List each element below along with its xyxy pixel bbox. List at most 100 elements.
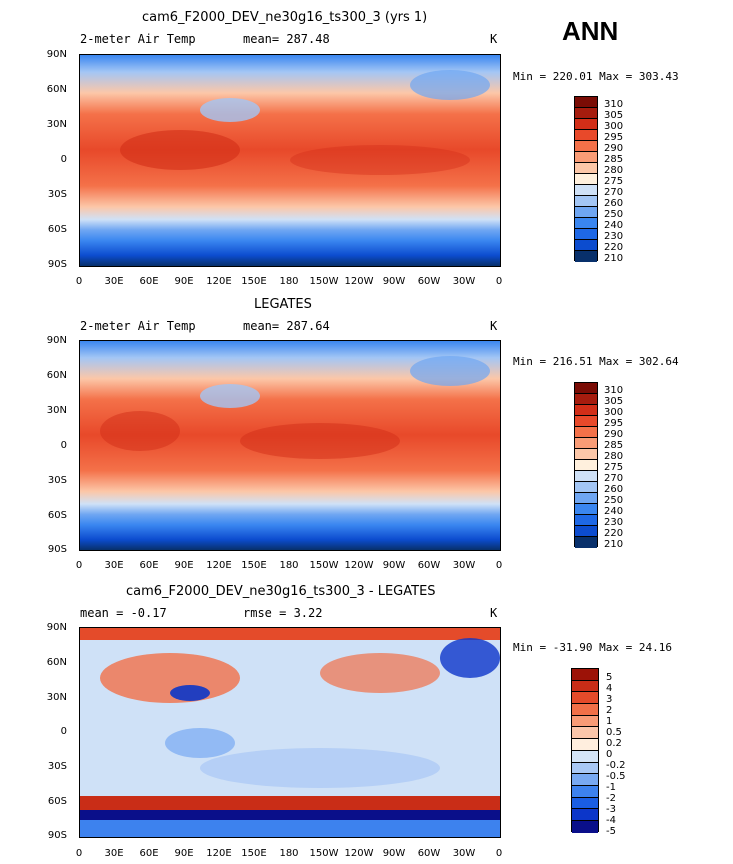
panel-3-title: cam6_F2000_DEV_ne30g16_ts300_3 - LEGATES [126, 584, 436, 599]
panel-3-lat-label: 60S [47, 796, 67, 807]
panel-3-units: K [490, 606, 498, 620]
colorbar-cell [572, 750, 598, 763]
panel-3-colorbar-label: -2 [606, 793, 616, 804]
colorbar-cell [575, 427, 597, 438]
panel-2-colorbar-label: 285 [604, 440, 624, 451]
panel-2-title: LEGATES [254, 297, 312, 312]
colorbar-cell [575, 97, 597, 108]
panel-1-lat-label: 60N [46, 84, 67, 95]
panel-1-lon-label: 0 [495, 276, 503, 287]
panel-2-map-field [80, 341, 500, 550]
panel-3-colorbar-label: 4 [606, 683, 613, 694]
panel-3-rmse: rmse = 3.22 [243, 606, 323, 620]
panel-2-colorbar-label: 295 [604, 418, 624, 429]
panel-2-lat-label: 0 [60, 440, 67, 451]
panel-2-field-label: 2-meter Air Temp [80, 319, 196, 333]
panel-2-colorbar-label: 310 [604, 385, 624, 396]
colorbar-cell [572, 680, 598, 693]
panel-1-map-field [80, 55, 500, 266]
panel-1-map [79, 54, 501, 267]
panel-3-colorbar [571, 668, 599, 833]
panel-1-lon-label: 150E [241, 276, 267, 287]
panel-3-lon-label: 0 [495, 848, 503, 859]
panel-1-lon-label: 120W [344, 276, 374, 287]
panel-2-colorbar-label: 270 [604, 473, 624, 484]
panel-2-colorbar-label: 220 [604, 528, 624, 539]
panel-3-lon-label: 90W [382, 848, 406, 859]
panel-3-lat-label: 0 [60, 726, 67, 737]
colorbar-cell [575, 460, 597, 471]
colorbar-cell [575, 504, 597, 515]
panel-3-lon-label: 90E [174, 848, 194, 859]
panel-2-lat-label: 90N [46, 335, 67, 346]
colorbar-cell [575, 196, 597, 207]
panel-1-lon-label: 180 [279, 276, 299, 287]
colorbar-cell [575, 526, 597, 537]
panel-2-lon-label: 30E [104, 560, 124, 571]
panel-1-units: K [490, 32, 498, 46]
panel-1-lon-label: 150W [309, 276, 339, 287]
panel-1-lat-label: 90S [47, 259, 67, 270]
panel-1-colorbar-label: 240 [604, 220, 624, 231]
panel-1-field-label: 2-meter Air Temp [80, 32, 196, 46]
panel-3-colorbar-label: 3 [606, 694, 613, 705]
colorbar-cell [575, 515, 597, 526]
panel-3-colorbar-label: 2 [606, 705, 613, 716]
panel-3-lon-label: 30E [104, 848, 124, 859]
colorbar-cell [572, 774, 598, 786]
panel-1-colorbar-label: 295 [604, 132, 624, 143]
colorbar-cell [575, 449, 597, 460]
panel-3-colorbar-label: -0.5 [606, 771, 626, 782]
panel-3-map-field [80, 628, 500, 837]
panel-3-lon-label: 180 [279, 848, 299, 859]
panel-3-minmax: Min = -31.90 Max = 24.16 [513, 641, 672, 654]
panel-2-lat-label: 30S [47, 475, 67, 486]
colorbar-cell [572, 704, 598, 716]
panel-3-lon-label: 120W [344, 848, 374, 859]
panel-2-lon-label: 0 [75, 560, 83, 571]
panel-2-lon-label: 120E [206, 560, 232, 571]
panel-3-colorbar-label: -1 [606, 782, 616, 793]
colorbar-cell [575, 416, 597, 427]
panel-3-lon-label: 150W [309, 848, 339, 859]
panel-3-colorbar-label: 1 [606, 716, 613, 727]
colorbar-cell [575, 493, 597, 504]
panel-1-colorbar-label: 250 [604, 209, 624, 220]
panel-1-colorbar [574, 96, 598, 262]
colorbar-cell [575, 185, 597, 196]
colorbar-cell [575, 229, 597, 240]
colorbar-cell [575, 108, 597, 119]
panel-2-map [79, 340, 501, 551]
panel-1-colorbar-label: 230 [604, 231, 624, 242]
colorbar-cell [575, 174, 597, 185]
panel-3-colorbar-label: 0 [606, 749, 613, 760]
colorbar-cell [575, 207, 597, 218]
panel-3-colorbar-label: -0.2 [606, 760, 626, 771]
panel-1-lon-label: 60E [139, 276, 159, 287]
colorbar-cell [572, 785, 598, 798]
panel-2-colorbar-label: 300 [604, 407, 624, 418]
panel-3-map [79, 627, 501, 838]
panel-1-lon-label: 30E [104, 276, 124, 287]
colorbar-cell [575, 471, 597, 482]
panel-3-lat-label: 60N [46, 657, 67, 668]
colorbar-cell [575, 218, 597, 229]
colorbar-cell [575, 141, 597, 152]
panel-1-lat-label: 0 [60, 154, 67, 165]
panel-2-lon-label: 150E [241, 560, 267, 571]
panel-2-colorbar-label: 280 [604, 451, 624, 462]
colorbar-cell [575, 394, 597, 405]
panel-2-colorbar-label: 230 [604, 517, 624, 528]
panel-1-mean: mean= 287.48 [243, 32, 330, 46]
colorbar-cell [575, 163, 597, 174]
colorbar-cell [572, 820, 598, 833]
panel-2-colorbar-label: 240 [604, 506, 624, 517]
colorbar-cell [575, 152, 597, 163]
panel-2-lat-label: 60N [46, 370, 67, 381]
panel-3-lat-label: 90S [47, 830, 67, 841]
colorbar-cell [575, 438, 597, 449]
panel-2-lon-label: 180 [279, 560, 299, 571]
colorbar-cell [575, 383, 597, 394]
panel-3-colorbar-label: -5 [606, 826, 616, 837]
panel-1-colorbar-label: 280 [604, 165, 624, 176]
